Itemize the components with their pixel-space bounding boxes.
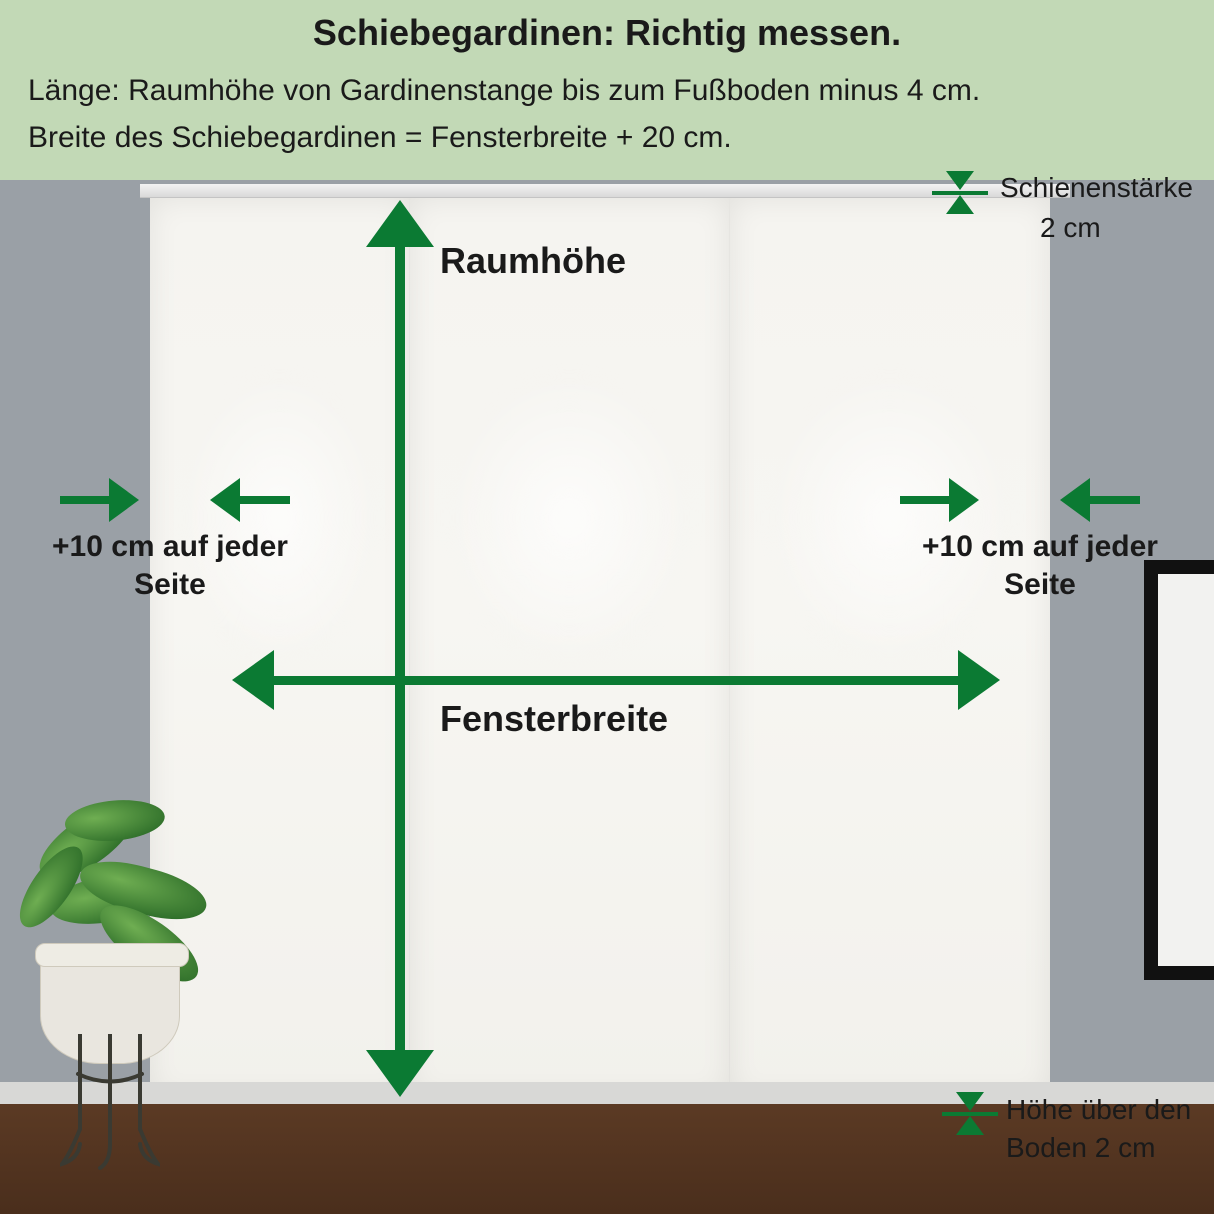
skirting-board [0,1082,1214,1104]
curtain-panel-3 [730,198,1050,1098]
curtain-rail [140,184,1070,198]
instruction-line-1: Länge: Raumhöhe von Gardinenstange bis z… [28,68,1186,115]
instruction-line-2: Breite des Schiebegardinen = Fensterbrei… [28,115,1186,162]
plant-stand [60,1034,160,1174]
page-title: Schiebegardinen: Richtig messen. [28,12,1186,54]
header-band: Schiebegardinen: Richtig messen. Länge: … [0,0,1214,180]
infographic-stage: Schiebegardinen: Richtig messen. Länge: … [0,0,1214,1214]
floor [0,1104,1214,1214]
curtain-panel-1 [150,198,410,1098]
picture-frame [1144,560,1214,980]
room-scene [0,180,1214,1214]
curtain-panel-2 [410,198,730,1098]
